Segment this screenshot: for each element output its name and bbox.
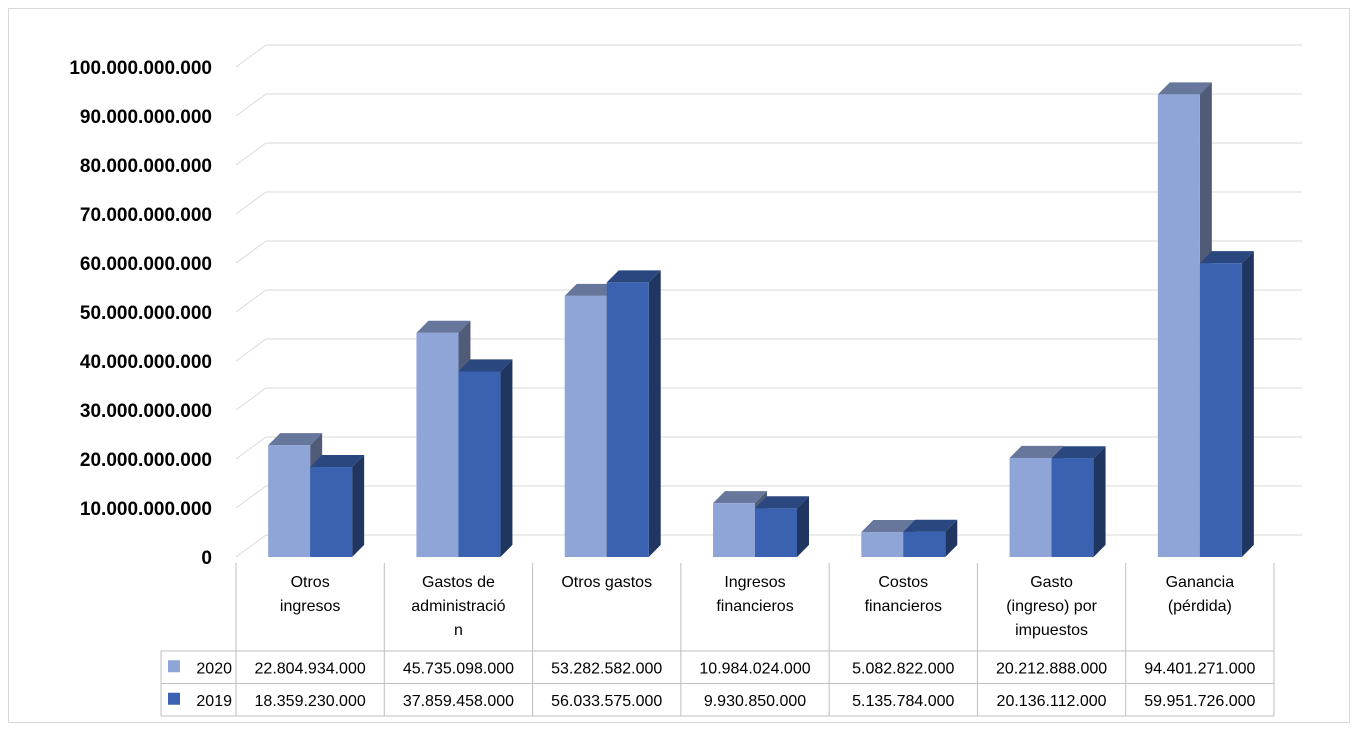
bar-2020 — [564, 295, 607, 557]
y-tick-label: 30.000.000.000 — [80, 401, 212, 422]
bar-2019 — [606, 282, 649, 557]
y-tick-label: 40.000.000.000 — [80, 352, 212, 373]
legend-key-2019 — [168, 692, 180, 705]
bar-2019 — [1199, 263, 1242, 557]
gridline-depth — [235, 191, 267, 215]
data-label: 9.930.850.000 — [704, 693, 806, 710]
y-tick-label: 10.000.000.000 — [80, 499, 212, 520]
bar-side — [500, 359, 513, 557]
y-tick-label: 100.000.000.000 — [69, 58, 212, 79]
bar-2020 — [713, 503, 755, 557]
y-tick-label: 60.000.000.000 — [80, 254, 212, 275]
data-label: 22.804.934.000 — [255, 660, 366, 677]
data-label: 20.136.112.000 — [997, 693, 1107, 710]
bar-2020 — [861, 532, 904, 557]
bar-top — [1009, 445, 1064, 458]
bar-side — [1093, 446, 1106, 557]
data-label: 18.359.230.000 — [255, 693, 366, 710]
bar-side — [1241, 251, 1254, 557]
data-label: 53.282.582.000 — [551, 660, 662, 677]
bar-top — [1051, 446, 1106, 459]
bar-2020 — [1009, 457, 1052, 557]
legend-label-2020: 2020 — [196, 660, 232, 677]
data-label: 20.212.888.000 — [996, 660, 1107, 677]
bar-side — [352, 454, 365, 557]
gridline-depth — [235, 44, 267, 68]
category-label: n — [454, 622, 463, 639]
data-label: 45.735.098.000 — [403, 660, 514, 677]
data-label: 37.859.458.000 — [403, 693, 514, 710]
gridline-depth — [235, 93, 267, 117]
category-label: impuestos — [1015, 622, 1088, 639]
gridline-depth — [235, 240, 267, 264]
bar-top — [310, 454, 365, 468]
category-label: Otros — [291, 574, 330, 591]
bar-2019 — [1051, 458, 1094, 557]
data-label: 94.401.271.000 — [1144, 660, 1255, 677]
bar-top — [458, 359, 513, 372]
gridline-depth — [235, 338, 267, 362]
bar-2019 — [755, 508, 797, 557]
gridline-depth — [235, 436, 267, 460]
data-label: 59.951.726.000 — [1144, 693, 1255, 710]
y-tick-label: 90.000.000.000 — [80, 107, 212, 128]
chart-frame — [8, 8, 1350, 723]
bar-side — [648, 270, 661, 557]
bar-top — [903, 519, 958, 532]
legend-key-2020 — [168, 660, 180, 673]
bar-side — [945, 519, 958, 557]
bar-top — [861, 519, 916, 533]
gridline-depth — [235, 534, 267, 558]
gridline-depth — [235, 142, 267, 166]
category-label: ingresos — [280, 598, 340, 615]
bar-top — [606, 270, 661, 283]
y-tick-label: 20.000.000.000 — [80, 450, 212, 471]
gridline-depth — [235, 387, 267, 411]
y-tick-label: 50.000.000.000 — [80, 303, 212, 324]
category-label: Ingresos — [724, 574, 785, 591]
bar-2019 — [903, 531, 946, 557]
category-label: Gasto — [1030, 574, 1073, 591]
bar-top — [1157, 82, 1212, 95]
data-label: 5.082.822.000 — [852, 660, 954, 677]
bar-2020 — [416, 332, 459, 557]
legend-label-2019: 2019 — [196, 693, 232, 710]
category-label: administració — [411, 598, 505, 615]
y-tick-label: 80.000.000.000 — [80, 156, 212, 177]
gridline-depth — [235, 485, 267, 509]
category-label: (pérdida) — [1168, 598, 1232, 615]
category-label: financieros — [716, 598, 793, 615]
category-label: (ingreso) por — [1006, 598, 1097, 615]
bar-2019 — [458, 371, 501, 557]
bar-side — [797, 496, 809, 557]
bar-top — [268, 433, 323, 446]
gridline-depth — [235, 289, 267, 313]
data-label: 56.033.575.000 — [551, 693, 662, 710]
y-tick-label: 0 — [201, 548, 212, 569]
bar-2019 — [310, 467, 353, 557]
category-label: Gastos de — [422, 574, 495, 591]
y-tick-label: 70.000.000.000 — [80, 205, 212, 226]
bar-top — [713, 491, 767, 504]
category-label: Costos — [878, 574, 928, 591]
bar-top — [755, 496, 809, 509]
data-label: 10.984.024.000 — [699, 660, 810, 677]
data-label: 5.135.784.000 — [852, 693, 954, 710]
bar-2020 — [268, 445, 311, 557]
bar-top — [416, 320, 471, 333]
bar-top — [1199, 251, 1254, 264]
bar-2020 — [1157, 94, 1200, 557]
bar-top — [564, 283, 619, 296]
category-label: Otros gastos — [561, 574, 652, 591]
category-label: Ganancia — [1166, 574, 1235, 591]
category-label: financieros — [865, 598, 942, 615]
